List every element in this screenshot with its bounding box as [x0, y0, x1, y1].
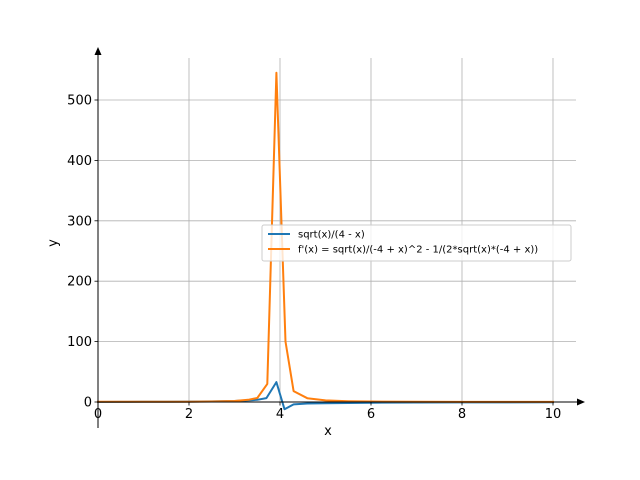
- y-tick-label: 100: [67, 335, 92, 350]
- legend-label-series-2: f'(x) = sqrt(x)/(-4 + x)^2 - 1/(2*sqrt(x…: [298, 245, 538, 256]
- y-tick-label: 0: [84, 396, 92, 411]
- legend: sqrt(x)/(4 - x) f'(x) = sqrt(x)/(-4 + x)…: [261, 224, 572, 262]
- x-tick-label: 6: [367, 407, 375, 422]
- x-tick-label: 0: [94, 407, 102, 422]
- legend-label-series-1: sqrt(x)/(4 - x): [298, 230, 365, 241]
- x-tick-label: 8: [458, 407, 466, 422]
- y-tick-label: 200: [67, 275, 92, 290]
- axes: [94, 47, 585, 428]
- y-axis-arrow-icon: [94, 47, 102, 55]
- y-tick-label: 400: [67, 154, 92, 169]
- x-axis-label: x: [324, 424, 332, 439]
- series-line-1: [96, 381, 555, 411]
- y-tick-label: 300: [67, 214, 92, 229]
- x-axis-arrow-icon: [577, 398, 585, 406]
- y-tick-label: 500: [67, 94, 92, 109]
- legend-box: [261, 224, 572, 262]
- x-tick-label: 4: [276, 407, 284, 422]
- x-tick-label: 10: [545, 407, 562, 422]
- x-tick-label: 2: [185, 407, 193, 422]
- y-axis-label: y: [46, 239, 61, 247]
